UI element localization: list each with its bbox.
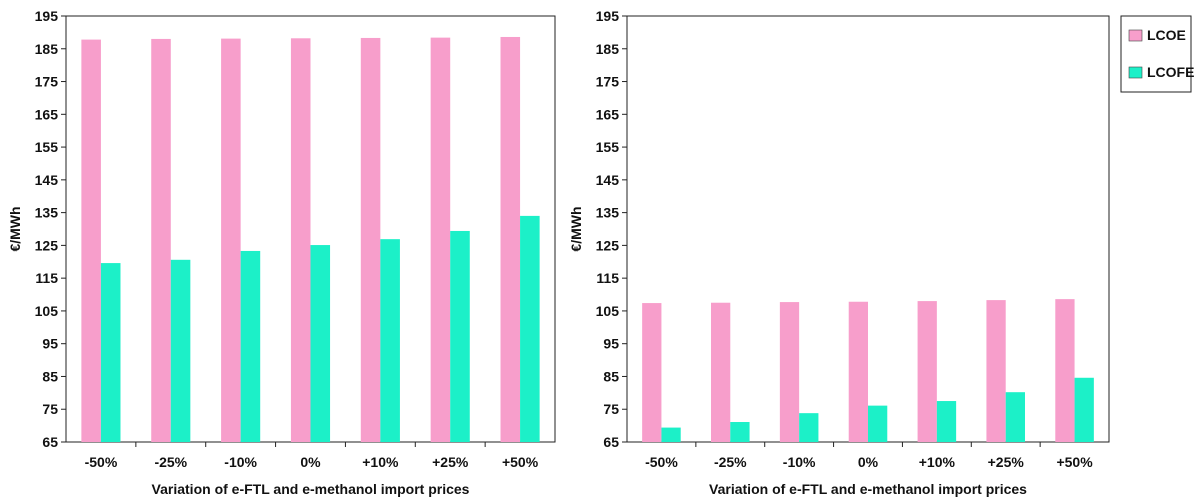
y-tick-label: 175 [596, 74, 620, 90]
x-tick-label: +10% [919, 454, 956, 470]
x-axis-title: Variation of e-FTL and e-methanol import… [152, 481, 470, 497]
x-axis-title: Variation of e-FTL and e-methanol import… [709, 481, 1027, 497]
bar-lcofe [1074, 377, 1094, 442]
bar-lcoe [500, 36, 521, 442]
y-tick-label: 145 [596, 172, 620, 188]
bar-lcoe [779, 302, 800, 442]
bar-lcofe [1005, 392, 1025, 442]
y-tick-label: 115 [35, 270, 58, 286]
y-tick-label: 125 [35, 237, 59, 253]
y-tick-label: 95 [603, 336, 619, 352]
legend-label-lcofe: LCOFE [1147, 64, 1194, 80]
bar-lcofe [170, 259, 191, 442]
x-tick-label: 0% [300, 454, 321, 470]
bar-lcofe [100, 263, 121, 442]
y-tick-label: 75 [603, 401, 619, 417]
bar-lcoe [430, 37, 451, 443]
y-tick-label: 65 [603, 434, 619, 450]
bar-lcofe [450, 230, 470, 442]
y-tick-label: 85 [42, 368, 58, 384]
bar-lcofe [730, 422, 750, 442]
x-tick-label: +50% [502, 454, 539, 470]
x-tick-label: -25% [154, 454, 187, 470]
legend-box [1120, 15, 1192, 93]
y-tick-label: 155 [596, 139, 620, 155]
y-tick-label: 195 [596, 8, 620, 24]
bar-lcofe [380, 239, 400, 442]
plot-2: 65 75 85 95 105 115 125 135 145 155 165 175 185 195 -5… [568, 8, 1194, 497]
x-tick-label: -10% [224, 454, 257, 470]
bar-lcoe [917, 301, 937, 442]
bar-lcoe [848, 301, 868, 442]
y-tick-label: 185 [35, 41, 59, 57]
bar-lcoe [151, 38, 171, 442]
y-tick-label: 105 [596, 303, 620, 319]
legend-swatch-lcoe [1128, 29, 1143, 42]
bar-lcofe [310, 245, 331, 442]
plot-1: 65 75 85 95 105 115 125 135 145 155 165 175 185 195 -5… [7, 8, 556, 497]
bar-lcofe [868, 405, 888, 442]
bar-lcofe [520, 215, 540, 442]
bar-lcofe [240, 250, 261, 442]
x-tick-label: -10% [783, 454, 816, 470]
y-tick-label: 175 [35, 74, 59, 90]
x-tick-label: -50% [85, 454, 118, 470]
x-tick-label: +50% [1056, 454, 1093, 470]
y-tick-label: 115 [596, 270, 619, 286]
y-tick-label: 165 [35, 106, 59, 122]
x-tick-label: -25% [714, 454, 747, 470]
bar-lcofe [936, 401, 957, 442]
y-tick-label: 95 [42, 336, 58, 352]
y-tick-label: 155 [35, 139, 59, 155]
bar-lcoe [711, 302, 731, 442]
y-axis-title: €/MWh [7, 206, 23, 251]
y-tick-label: 65 [42, 434, 58, 450]
legend: LCOE LCOFE [1120, 15, 1194, 93]
bar-lcoe [1055, 299, 1075, 442]
x-tick-label: +25% [988, 454, 1025, 470]
y-tick-label: 145 [35, 172, 59, 188]
y-tick-label: 75 [42, 401, 58, 417]
y-tick-label: 195 [35, 8, 59, 24]
y-axis-title: €/MWh [568, 206, 584, 251]
bar-lcoe [290, 38, 311, 442]
y-tick-label: 105 [35, 303, 59, 319]
y-tick-label: 125 [596, 237, 620, 253]
legend-swatch-lcofe [1128, 66, 1143, 79]
bar-lcofe [799, 413, 819, 442]
bar-lcoe [642, 303, 662, 442]
bar-lcoe [221, 38, 241, 442]
y-tick-label: 85 [603, 368, 619, 384]
bar-lcoe [81, 39, 101, 443]
bar-lcofe [661, 427, 681, 442]
x-tick-label: +10% [362, 454, 399, 470]
x-tick-label: -50% [645, 454, 678, 470]
y-tick-label: 135 [596, 205, 620, 221]
legend-label-lcoe: LCOE [1147, 27, 1186, 43]
y-tick-label: 135 [35, 205, 59, 221]
x-tick-label: 0% [858, 454, 879, 470]
bar-lcoe [986, 300, 1006, 442]
y-tick-label: 165 [596, 106, 620, 122]
x-tick-label: +25% [432, 454, 469, 470]
bar-lcoe [360, 37, 381, 442]
y-tick-label: 185 [596, 41, 620, 57]
